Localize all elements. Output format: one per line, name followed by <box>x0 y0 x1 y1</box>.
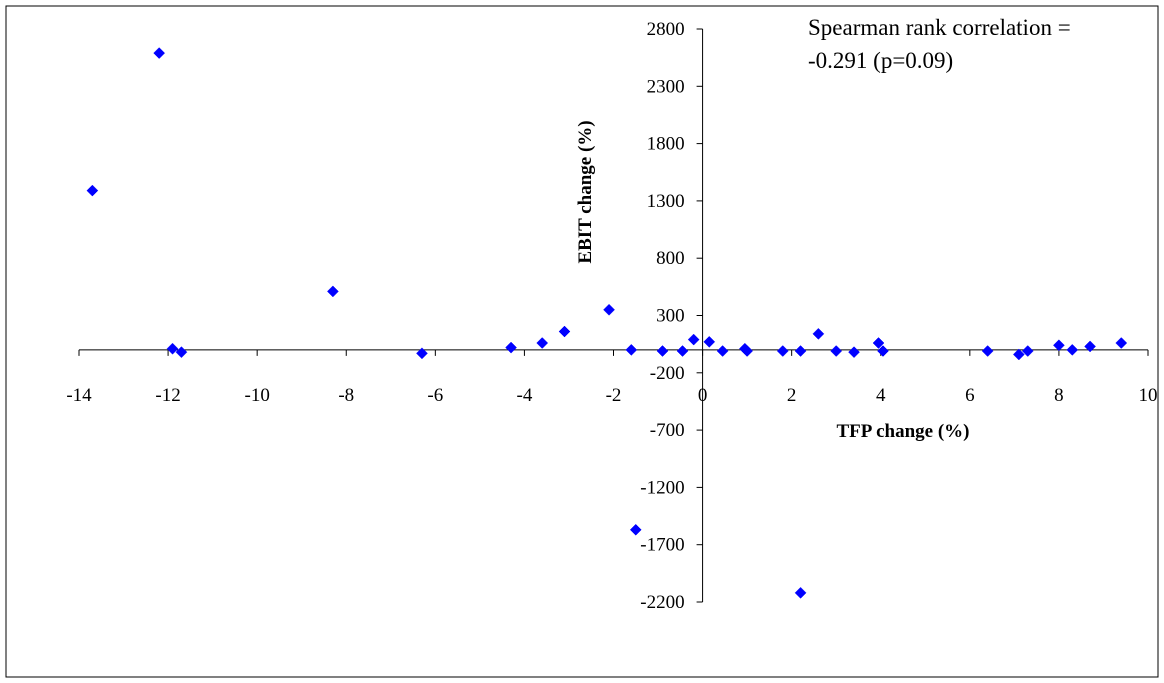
data-point <box>175 346 188 359</box>
x-tick-label: 0 <box>698 385 708 406</box>
x-tick-label: 6 <box>965 385 975 406</box>
y-tick-label: 1800 <box>647 134 685 155</box>
x-tick-label: 8 <box>1054 385 1064 406</box>
x-tick-label: -2 <box>606 385 622 406</box>
data-point <box>848 346 860 359</box>
data-point <box>794 345 807 357</box>
data-point <box>716 345 729 357</box>
data-point <box>629 523 642 536</box>
x-tick-label: -6 <box>427 385 443 406</box>
data-point <box>981 345 994 357</box>
x-tick-label: 4 <box>876 385 886 406</box>
data-point <box>794 586 807 599</box>
data-point <box>166 342 179 355</box>
x-tick-label: -8 <box>338 385 354 406</box>
data-point <box>703 336 716 348</box>
x-tick-label: -12 <box>155 385 180 406</box>
data-point <box>1053 339 1065 352</box>
data-point <box>1012 348 1025 361</box>
y-tick-label: 2300 <box>647 76 685 97</box>
data-point <box>1021 345 1034 357</box>
data-points <box>86 47 1128 599</box>
x-axis-title: TFP change (%) <box>837 421 970 442</box>
data-point <box>1066 344 1079 356</box>
x-tick-label: 10 <box>1139 385 1158 406</box>
data-point <box>687 333 700 346</box>
data-point <box>676 345 689 357</box>
data-point <box>558 325 571 338</box>
correlation-annotation-line1: Spearman rank correlation = <box>808 15 1071 40</box>
y-tick-label: 300 <box>656 306 685 327</box>
y-tick-label: 1300 <box>647 191 685 212</box>
y-tick-label: -1200 <box>640 477 684 498</box>
data-point <box>776 345 789 357</box>
data-point <box>625 344 638 356</box>
x-tick-label: -14 <box>66 385 92 406</box>
correlation-annotation-line2: -0.291 (p=0.09) <box>808 48 953 73</box>
y-tick-label: -200 <box>650 363 685 384</box>
data-point <box>505 341 517 354</box>
data-point <box>1084 340 1096 353</box>
y-axis-title: EBIT change (%) <box>575 120 596 263</box>
data-point <box>327 285 339 298</box>
y-tick-label: -700 <box>650 420 685 441</box>
data-point <box>812 327 825 340</box>
data-point <box>1115 337 1128 349</box>
x-tick-label: -10 <box>245 385 270 406</box>
x-tick-label: -4 <box>517 385 533 406</box>
data-point <box>741 345 753 357</box>
data-point <box>86 184 99 197</box>
data-point <box>872 337 885 349</box>
y-tick-label: 2800 <box>647 19 685 40</box>
x-tick-label: 2 <box>787 385 797 406</box>
data-point <box>877 345 889 357</box>
data-point <box>536 337 549 349</box>
data-point <box>416 347 428 360</box>
data-point <box>830 345 843 357</box>
y-tick-label: -1700 <box>640 535 684 556</box>
data-point <box>656 345 669 357</box>
chart-border <box>5 5 1159 678</box>
data-point <box>603 303 615 316</box>
y-tick-label: -2200 <box>640 592 684 613</box>
tick-labels: -14 -12 -10 -8 -6 -4 -2 0 2 4 6 8 10 -2200 -1700 -1200 -… <box>66 19 1157 613</box>
data-point <box>153 47 166 59</box>
y-tick-label: 800 <box>656 248 685 269</box>
